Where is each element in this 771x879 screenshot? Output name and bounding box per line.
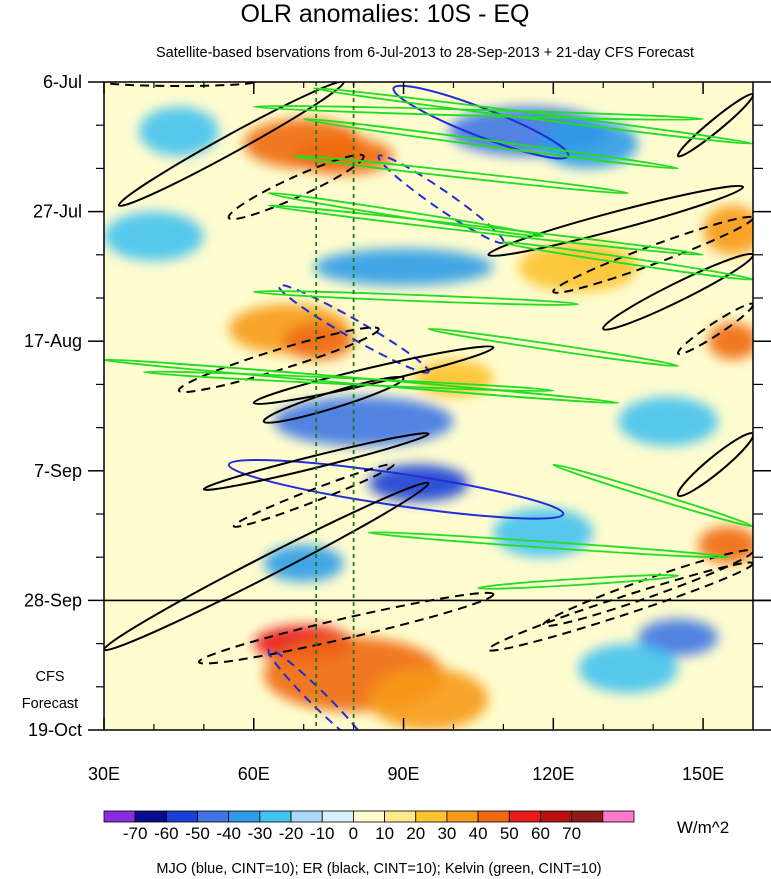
mjo-contour <box>267 648 370 730</box>
anomaly-patch <box>708 322 753 360</box>
anomaly-patch <box>368 668 489 730</box>
plot-frame <box>103 81 754 731</box>
x-tick-label: 120E <box>532 764 574 784</box>
kelvin-contour <box>252 105 704 121</box>
anomaly-patch <box>578 643 679 693</box>
kelvin-contour <box>552 463 753 528</box>
colorbar-label: 20 <box>406 824 425 843</box>
colorbar-swatch <box>228 810 261 823</box>
anomaly-patch <box>638 618 719 656</box>
er-contour <box>197 591 495 665</box>
mjo-contour <box>227 458 565 520</box>
colorbar-swatch <box>353 810 385 823</box>
colorbar-swatch <box>571 810 604 823</box>
colorbar-swatch <box>321 810 354 823</box>
wave-contours <box>104 82 753 730</box>
anomaly-patch <box>263 544 344 582</box>
anomaly-patch <box>313 248 494 286</box>
er-contour <box>117 82 345 207</box>
kelvin-contour <box>143 370 555 392</box>
anomaly-patch <box>368 464 469 502</box>
kelvin-contour <box>292 154 630 195</box>
colorbar-swatch <box>415 810 448 823</box>
x-tick-label: 90E <box>388 764 420 784</box>
colorbar-swatch <box>540 810 573 823</box>
anomaly-patch <box>104 211 204 261</box>
anomaly-patch <box>703 205 753 255</box>
kelvin-contour <box>252 290 580 306</box>
kelvin-contour <box>302 117 680 170</box>
er-contour <box>177 326 380 394</box>
colorbar-label: -60 <box>154 824 179 843</box>
anomaly-patch <box>618 396 719 447</box>
colorbar-label: 10 <box>375 824 394 843</box>
kelvin-contour <box>267 204 704 256</box>
anomaly-patch <box>283 322 354 360</box>
x-tick-label: 60E <box>238 764 270 784</box>
y-tick-label: 27-Jul <box>33 202 82 222</box>
forecast-label-line1: CFS <box>36 669 65 685</box>
colorbar-swatch <box>259 810 292 823</box>
y-tick-label: 28-Sep <box>24 590 82 610</box>
colorbar-swatch <box>103 810 136 823</box>
y-axis: 6-Jul 27-Jul 17-Aug 7-Sep 28-Sep 19-Oct <box>24 72 771 740</box>
colorbar-swatch <box>197 810 230 823</box>
er-contour <box>262 375 405 424</box>
chart-title: OLR anomalies: 10S - EQ <box>240 0 529 28</box>
kelvin-contour <box>427 327 680 368</box>
colorbar-label: 30 <box>437 824 456 843</box>
anomaly-patch <box>493 507 594 558</box>
y-tick-label: 19-Oct <box>28 720 82 740</box>
colorbar-label: 0 <box>349 824 358 843</box>
er-contour <box>487 561 753 652</box>
forecast-label-line2: Forecast <box>22 696 78 712</box>
anomaly-patch <box>138 106 219 157</box>
reference-longitudes <box>315 82 355 730</box>
y-tick-label: 17-Aug <box>24 331 82 351</box>
chart-subtitle: Satellite-based bservations from 6-Jul-2… <box>156 45 694 61</box>
er-contour <box>232 463 395 528</box>
x-tick-label: 150E <box>682 764 724 784</box>
kelvin-contour <box>367 531 729 559</box>
kelvin-contour <box>477 574 680 590</box>
colorbar-label: 40 <box>469 824 488 843</box>
legend-text: MJO (blue, CINT=10); ER (black, CINT=10)… <box>156 861 601 877</box>
x-axis: 30E 60E 90E 120E 150E <box>88 82 724 784</box>
er-contour <box>104 82 255 87</box>
x-tick-label: 30E <box>88 764 120 784</box>
colorbar-label: 60 <box>531 824 550 843</box>
colorbar: -70 -60 -50 -40 -30 -20 -10 0 10 20 30 40 50 60 70 <box>103 810 635 843</box>
colorbar-label: -10 <box>310 824 335 843</box>
colorbar-label: -70 <box>123 824 148 843</box>
colorbar-swatch <box>602 810 635 823</box>
er-contour <box>487 184 745 257</box>
colorbar-swatch <box>290 810 323 823</box>
colorbar-label: -40 <box>216 824 241 843</box>
colorbar-swatch <box>446 810 479 823</box>
colorbar-swatch <box>134 810 167 823</box>
y-tick-label: 6-Jul <box>43 72 82 92</box>
colorbar-swatch <box>165 810 198 823</box>
anomaly-patch <box>293 137 394 175</box>
er-contour <box>202 432 430 491</box>
colorbar-swatch <box>384 810 417 823</box>
er-contour <box>602 252 753 331</box>
mjo-contour <box>277 283 430 374</box>
colorbar-swatch <box>508 810 541 823</box>
er-contour <box>104 481 430 652</box>
colorbar-units: W/m^2 <box>677 818 729 837</box>
er-contour <box>252 345 495 405</box>
colorbar-label: 70 <box>562 824 581 843</box>
colorbar-label: -50 <box>185 824 210 843</box>
colorbar-label: -30 <box>248 824 273 843</box>
plot-area <box>103 81 771 731</box>
anomaly-patch <box>273 396 454 447</box>
colorbar-label: 50 <box>500 824 519 843</box>
colorbar-swatch <box>477 810 510 823</box>
colorbar-label: -20 <box>279 824 304 843</box>
y-tick-label: 7-Sep <box>34 461 82 481</box>
